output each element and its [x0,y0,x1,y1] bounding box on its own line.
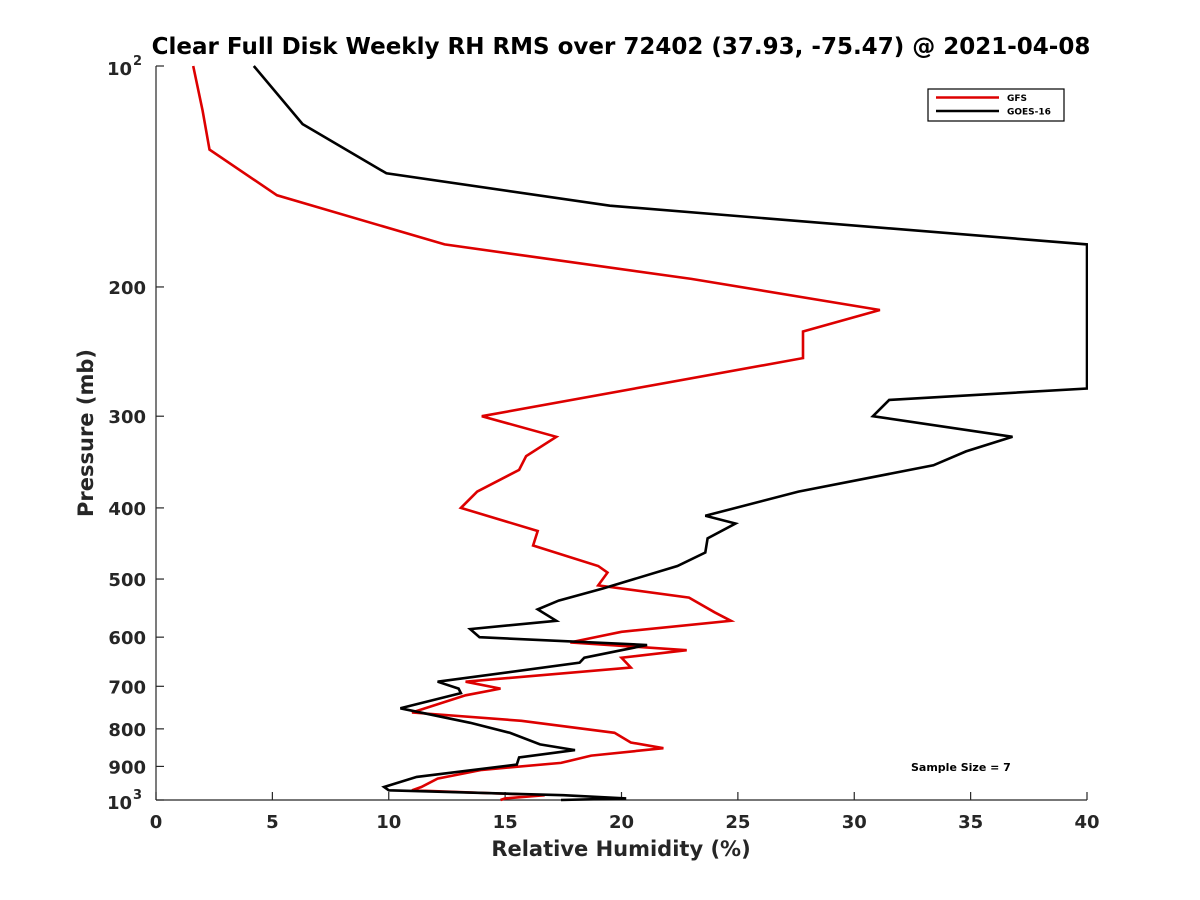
legend: GFS GOES-16 [927,88,1065,122]
y-tick-label: 700 [108,677,146,698]
x-tick-label: 15 [493,812,518,833]
plot-area [155,66,1087,801]
legend-label-gfs: GFS [1007,94,1027,104]
x-tick-label: 35 [958,812,983,833]
y-axis-label: Pressure (mb) [74,349,98,517]
y-tick-label: 800 [108,720,146,741]
y-tick-label-power: 10 2 [107,54,142,80]
y-tick-label: 900 [108,757,146,778]
y-tick-label: 300 [108,407,146,428]
y-tick-label-power: 10 3 [107,788,142,814]
legend-label-goes16: GOES-16 [1007,108,1051,118]
y-tick-label-exponent: 2 [133,54,142,69]
series-line-gfs [191,65,881,802]
series-lines [191,65,1088,802]
x-tick-label: 25 [725,812,750,833]
y-tick-label-base: 10 [107,793,132,814]
y-tick-label-exponent: 3 [133,788,142,803]
x-tick-label: 5 [266,812,279,833]
chart-title: Clear Full Disk Weekly RH RMS over 72402… [152,34,1091,60]
x-axis-label: Relative Humidity (%) [491,837,750,861]
y-tick-label-base: 10 [107,59,132,80]
legend-box [927,88,1065,122]
x-tick-label: 40 [1074,812,1099,833]
y-tick-label: 400 [108,499,146,520]
y-tick-label: 200 [108,278,146,299]
x-tick-label: 30 [842,812,867,833]
series-line-goes16 [252,65,1088,802]
sample-size-annotation: Sample Size = 7 [911,761,1011,774]
y-tick-label: 600 [108,628,146,649]
y-tick-label: 500 [108,570,146,591]
x-tick-label: 0 [150,812,163,833]
x-tick-label: 10 [376,812,401,833]
x-tick-label: 20 [609,812,634,833]
